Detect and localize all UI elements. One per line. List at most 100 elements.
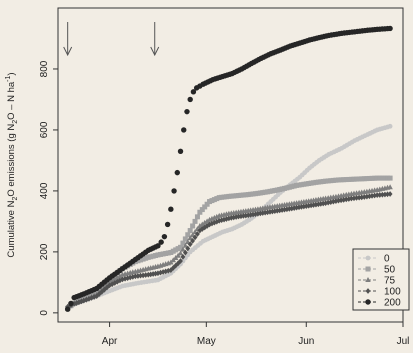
data-point [325,178,331,184]
data-point [165,250,171,256]
data-point [369,175,375,181]
data-point [182,249,188,256]
data-point [226,215,232,222]
data-point [185,245,191,252]
data-point [155,243,161,249]
data-point [158,251,164,257]
data-point [185,232,191,238]
legend-label: 200 [384,298,401,309]
data-point [328,178,334,184]
data-point [83,296,89,303]
data-point [117,273,123,279]
data-point [104,284,110,291]
data-point [64,306,71,312]
data-point [379,175,385,181]
x-tick-label: May [197,336,216,347]
data-point [182,242,189,248]
y-axis-label-part: 2 [12,197,19,201]
data-point [372,175,378,181]
data-point [197,227,203,234]
data-point [245,212,251,219]
data-point [180,253,186,260]
data-point [351,195,357,202]
data-point [194,214,200,220]
y-axis-label-part: O emissions (g N [6,124,17,197]
data-point [366,175,372,181]
data-point [311,202,316,208]
data-point [202,204,208,210]
data-point [107,282,112,289]
y-axis-label-part: 2 [12,120,19,124]
data-point [207,221,212,228]
data-point [164,221,171,228]
data-point [174,169,180,176]
data-point [143,255,149,261]
y-tick-label: 600 [39,121,50,138]
data-point [140,256,146,262]
legend-marker [365,266,371,272]
data-point [343,177,349,183]
y-tick-label: 0 [39,310,50,316]
legend-label: 100 [384,287,401,298]
data-point [387,191,393,197]
y-axis-label-part: -1 [5,76,12,82]
data-point [197,222,203,228]
y-axis-label-part: Cumulative N [6,200,17,257]
data-point [99,288,105,295]
data-point [78,298,84,305]
data-point [138,272,143,279]
data-point [181,127,187,133]
y-tick-label: 800 [39,60,50,77]
data-point [177,148,184,154]
data-point [197,209,203,215]
data-point [387,123,393,129]
data-point [361,176,367,182]
data-point [204,218,210,224]
data-point [387,25,393,32]
legend-marker [365,277,371,282]
legend-marker [365,299,371,305]
data-point [89,295,94,301]
data-point [257,210,263,217]
event-arrow-head [150,46,160,57]
legend-label: 0 [384,254,390,265]
data-point [135,258,141,264]
data-point [190,223,196,229]
data-point [114,274,121,280]
data-point [125,275,131,281]
x-tick-label: Apr [102,336,118,347]
data-point [199,221,206,227]
data-point [111,276,118,282]
data-point [385,175,391,181]
data-point [195,231,200,237]
data-point [336,177,342,183]
series-100 [65,191,393,310]
data-point [348,176,354,182]
data-point [182,236,188,242]
data-point [236,213,241,220]
y-tick-label: 400 [39,182,50,199]
data-point [190,237,196,244]
data-point [192,234,198,241]
legend-label: 75 [384,276,396,287]
y-axis-label: Cumulative N2O emissions (g N2O – N ha-1… [5,72,19,257]
data-point [178,244,184,250]
data-point [192,218,198,224]
data-point [333,198,339,205]
data-point [180,240,186,246]
data-point [382,175,388,181]
data-point [387,175,393,181]
data-point [374,175,380,181]
data-point [160,251,166,257]
data-point [177,250,184,256]
data-point [168,206,174,212]
data-point [204,223,210,229]
data-point [148,271,154,278]
data-point [296,204,302,211]
data-point [158,239,164,245]
y-axis-label-part: O – N ha [6,81,17,120]
data-point [341,177,347,183]
data-point [346,176,352,182]
